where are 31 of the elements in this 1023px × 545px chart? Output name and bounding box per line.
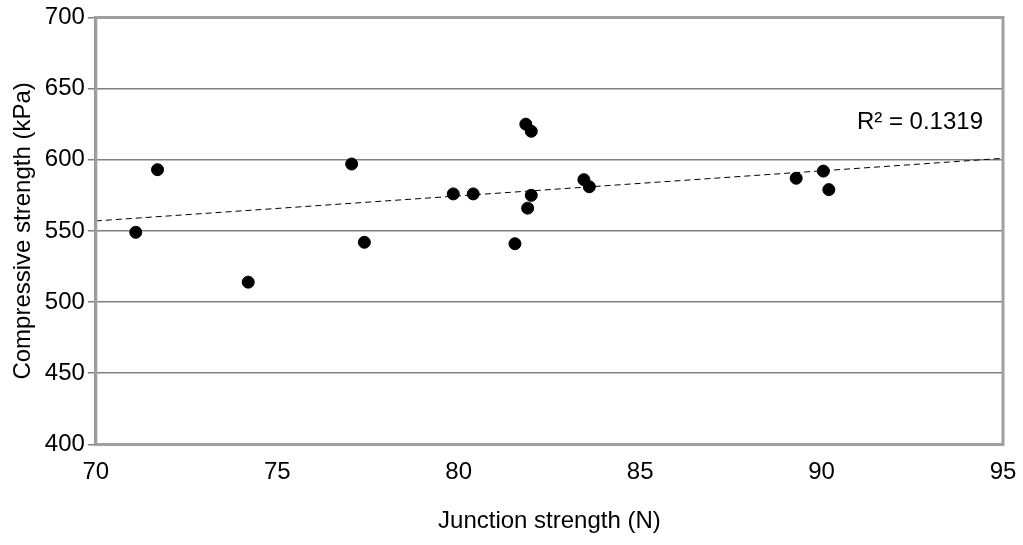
y-axis-title: Compressive strength (kPa) [8, 82, 36, 380]
point [816, 164, 830, 178]
point [822, 183, 836, 197]
y-tick-label: 450 [44, 357, 85, 385]
point [241, 275, 255, 289]
annotation: R² = 0.1319 [856, 107, 983, 135]
x-tick-label: 70 [82, 457, 110, 485]
point [582, 180, 596, 194]
point [129, 225, 143, 239]
point [151, 163, 165, 177]
y-tick-label: 600 [44, 144, 85, 172]
point [524, 124, 538, 138]
point [357, 235, 371, 249]
point [446, 187, 460, 201]
point [789, 171, 803, 185]
point [521, 201, 535, 215]
point [345, 157, 359, 171]
y-tick-label: 400 [44, 429, 85, 457]
y-tick-label: 550 [44, 215, 85, 243]
y-tick-label: 500 [44, 286, 85, 314]
point [524, 188, 538, 202]
point [508, 237, 522, 251]
y-tick-label: 650 [44, 73, 85, 101]
x-tick-label: 95 [989, 457, 1017, 485]
x-tick-label: 75 [263, 457, 291, 485]
x-tick-label: 80 [445, 457, 473, 485]
point [466, 187, 480, 201]
x-tick-label: 85 [626, 457, 654, 485]
y-tick-label: 700 [44, 2, 85, 30]
x-axis-title: Junction strength (N) [438, 506, 661, 534]
x-tick-label: 90 [808, 457, 835, 485]
